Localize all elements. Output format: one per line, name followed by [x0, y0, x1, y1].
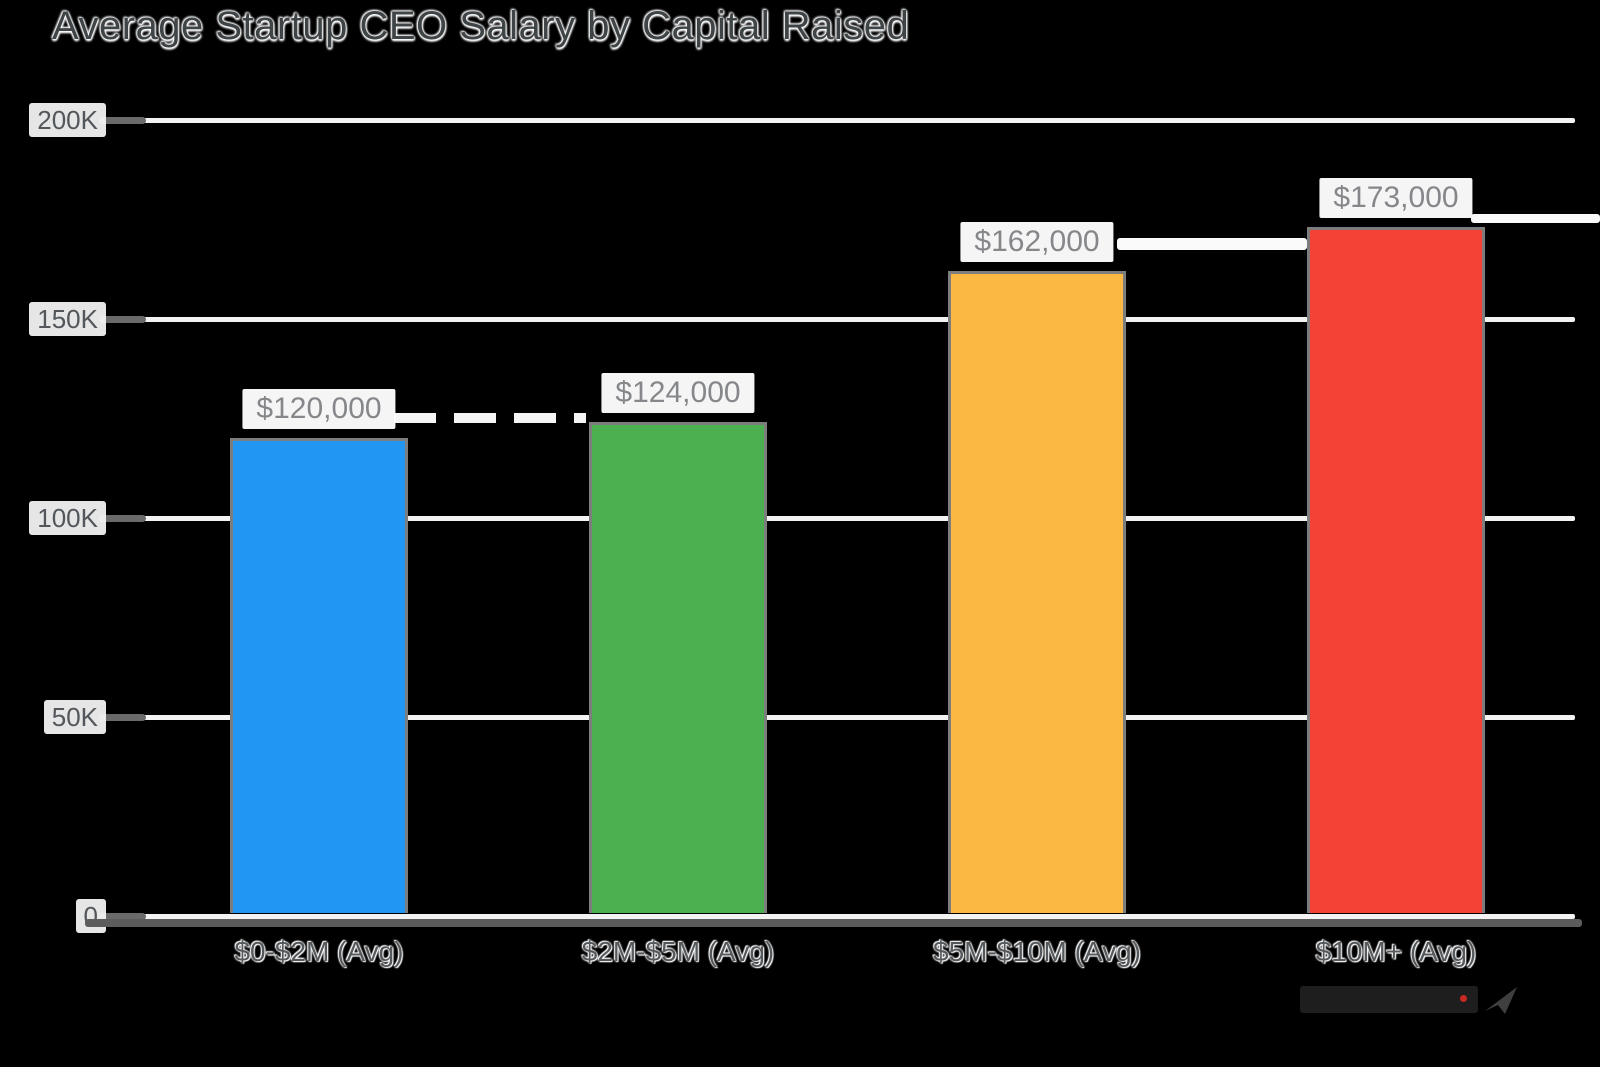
- y-axis-tick-label: 0: [75, 899, 106, 933]
- bar-value-label: $120,000: [242, 389, 396, 430]
- bar: [589, 422, 767, 913]
- label-connector-line: [1117, 238, 1307, 250]
- y-axis-tick: 0: [0, 899, 106, 933]
- x-axis-category-label: $2M-$5M (Avg): [581, 936, 775, 967]
- gridline: [140, 117, 1575, 123]
- chart-title: Average Startup CEO Salary by Capital Ra…: [52, 4, 910, 48]
- y-axis-tick-label: 100K: [29, 501, 106, 535]
- y-axis-tick-label: 150K: [29, 302, 106, 336]
- gridline: [140, 316, 1575, 322]
- brand-logo-bar: [1300, 986, 1478, 1013]
- label-connector-line: [394, 413, 586, 423]
- y-axis-tick: 200K: [0, 103, 106, 137]
- gridline: [140, 515, 1575, 521]
- brand-watermark: [1300, 984, 1520, 1016]
- y-axis-tick-mark: [99, 713, 146, 721]
- bar: [948, 271, 1126, 913]
- gridline: [140, 913, 1575, 919]
- x-axis-category-label: $0-$2M (Avg): [234, 936, 404, 967]
- y-axis-tick-label: 50K: [43, 700, 106, 734]
- x-axis-category-label: $10M+ (Avg): [1315, 936, 1477, 967]
- y-axis-tick-label: 200K: [29, 103, 106, 137]
- bar: [1307, 227, 1485, 913]
- x-axis-category-label: $5M-$10M (Avg): [932, 936, 1142, 967]
- y-axis-tick-mark: [99, 116, 146, 124]
- brand-accent-dot: [1460, 995, 1467, 1002]
- label-connector-line: [1471, 214, 1600, 223]
- bar: [230, 438, 408, 913]
- y-axis-tick: 100K: [0, 501, 106, 535]
- y-axis-tick-mark: [99, 315, 146, 323]
- x-axis-line: [85, 919, 1582, 927]
- y-axis-tick: 50K: [0, 700, 106, 734]
- y-axis-tick: 150K: [0, 302, 106, 336]
- y-axis-tick-mark: [99, 514, 146, 522]
- y-axis-tick-mark: [99, 912, 146, 920]
- bar-value-label: $173,000: [1319, 178, 1473, 219]
- bar-value-label: $124,000: [601, 373, 755, 414]
- bar-value-label: $162,000: [960, 222, 1114, 263]
- gridline: [140, 714, 1575, 720]
- paper-plane-icon: [1485, 987, 1517, 1014]
